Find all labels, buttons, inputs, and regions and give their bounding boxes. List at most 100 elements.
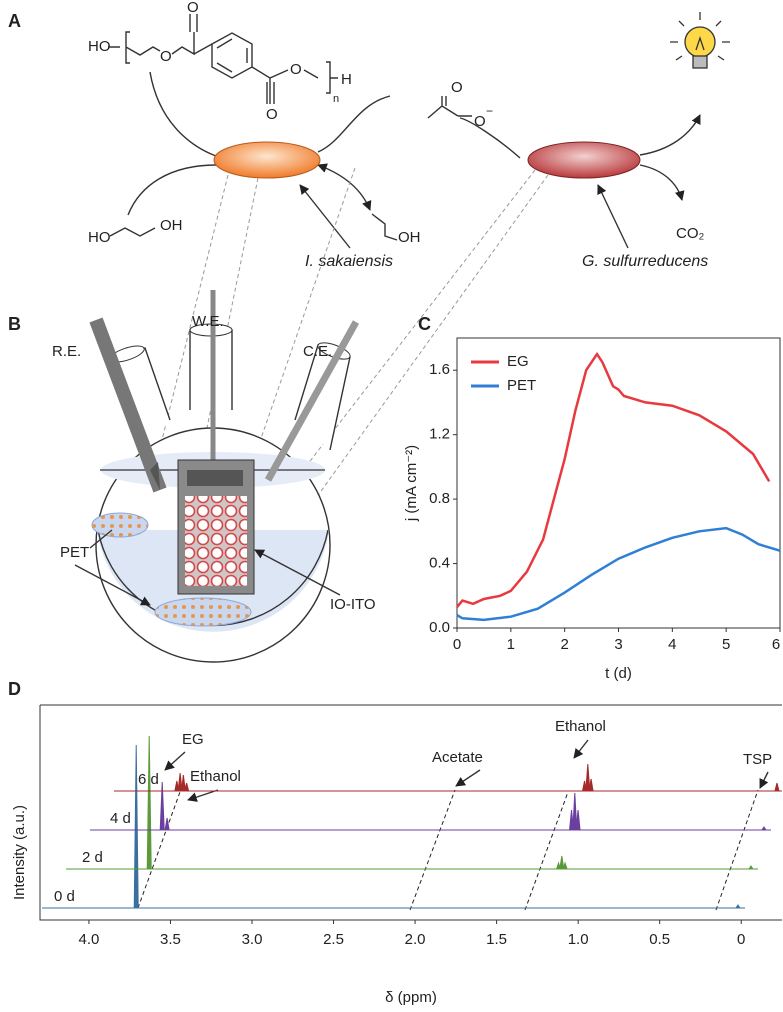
trace-label: 2 d (82, 849, 103, 866)
y-tick-label: 0.4 (429, 555, 450, 572)
trace-label: 4 d (110, 810, 131, 827)
x-tick-label: 2.0 (405, 931, 426, 948)
co2: CO₂ (676, 225, 705, 242)
atom: H (341, 71, 352, 88)
flow-curve (149, 71, 217, 157)
series-line (456, 526, 781, 622)
atom: O (451, 79, 463, 96)
y-tick-label: 0.8 (429, 490, 450, 507)
pointer (597, 184, 629, 249)
atom: O (160, 48, 172, 65)
spectrum-peak (559, 855, 565, 870)
flow-arrow (639, 164, 685, 201)
panel-label: C (418, 314, 431, 334)
peak-label: Acetate (432, 749, 483, 766)
pointer (299, 184, 351, 249)
atom: HO (88, 229, 111, 246)
acetate: O O − (427, 79, 493, 130)
spectrum-peak (761, 826, 767, 831)
x-axis-title: t (d) (605, 665, 632, 682)
spectrum-peak (184, 782, 190, 792)
x-tick-label: 0 (453, 636, 461, 653)
bacterium (213, 141, 321, 179)
organism-label: I. sakaiensis (305, 253, 393, 270)
x-tick-label: 4 (668, 636, 676, 653)
peak-label: Ethanol (190, 768, 241, 785)
spectra-annotation-lines (137, 739, 769, 911)
atom: O (290, 61, 302, 78)
legend-label: PET (507, 377, 536, 394)
spectrum-peak (588, 778, 594, 792)
atom: n (333, 93, 339, 105)
peak-label: TSP (743, 751, 772, 768)
x-tick-label: 1.5 (486, 931, 507, 948)
peak-label: Ethanol (555, 718, 606, 735)
x-tick-label: 5 (722, 636, 730, 653)
panel-label: D (8, 679, 21, 699)
spectrum-peak (585, 763, 591, 792)
x-tick-label: 3.5 (160, 931, 181, 948)
x-tick-label: 0 (737, 931, 745, 948)
trace-label: 0 d (54, 888, 75, 905)
y-tick-label: 1.6 (429, 361, 450, 378)
flow-curve (317, 95, 391, 153)
pointer (74, 529, 150, 605)
peak-label: EG (182, 731, 204, 748)
atom: − (486, 104, 493, 118)
bond (371, 213, 398, 241)
spectrum-peak (572, 792, 578, 831)
flow-curve (127, 164, 217, 216)
spectrum-peak (748, 865, 754, 870)
x-tick-label: 3.0 (242, 931, 263, 948)
x-tick-label: 2.5 (323, 931, 344, 948)
spectra (42, 735, 782, 909)
plot-frame (456, 337, 781, 629)
electrode-label: R.E. (52, 343, 81, 360)
series-line (456, 351, 771, 608)
y-axis-title: j (mA cm⁻²) (403, 445, 420, 522)
atom: OH (160, 217, 183, 234)
bond (109, 227, 156, 237)
flow-arrow (317, 163, 372, 211)
atom: O (474, 113, 486, 130)
pet-structure: HO O O O O n H (88, 0, 352, 123)
spectrum-peak (180, 774, 186, 792)
spectrum-peak (735, 904, 741, 909)
spectrum-peak (146, 735, 152, 870)
spectrum-peak (164, 817, 170, 831)
spectrum-peak (774, 782, 780, 792)
light-bulb-icon (670, 12, 730, 69)
organism-label: G. sulfurreducens (582, 253, 708, 270)
y-tick-label: 0.0 (429, 619, 450, 636)
trace-label: 6 d (138, 771, 159, 788)
pointer (254, 549, 341, 596)
electrode-material-label: IO-ITO (330, 596, 376, 613)
pet-label: PET (60, 544, 89, 561)
panel-label: B (8, 314, 21, 334)
flow-arrow (639, 114, 701, 156)
x-tick-label: 4.0 (78, 931, 99, 948)
legend-label: EG (507, 353, 529, 370)
spectrum-peak (133, 744, 139, 909)
connector (149, 167, 549, 591)
spectrum-peak (159, 781, 165, 831)
y-axis-title: Intensity (a.u.) (11, 805, 28, 900)
spectrum-peak (177, 772, 183, 792)
x-tick-label: 1.0 (568, 931, 589, 948)
atom: O (187, 0, 199, 16)
electrode-label: C.E. (303, 343, 332, 360)
atom: O (266, 106, 278, 123)
atom: HO (88, 38, 111, 55)
spectrum-peak (575, 809, 581, 831)
bacterium (527, 141, 641, 179)
flow-curve (459, 117, 521, 159)
plot-frame (39, 704, 782, 921)
x-tick-label: 0.5 (649, 931, 670, 948)
atom: OH (398, 229, 421, 246)
x-tick-label: 3 (614, 636, 622, 653)
x-tick-label: 6 (772, 636, 780, 653)
spectrum-peak (562, 861, 568, 870)
electrode-label: W.E. (192, 313, 224, 330)
x-tick-label: 2 (560, 636, 568, 653)
